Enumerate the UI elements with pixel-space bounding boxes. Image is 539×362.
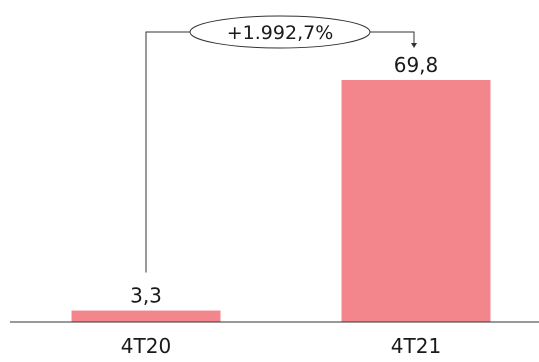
labels-layer: 3,3 4T20 69,8 4T21	[121, 53, 441, 358]
bars-layer	[71, 80, 491, 322]
annotation-arrow-head	[411, 43, 417, 48]
annotation-connector-right	[370, 31, 415, 44]
growth-percentage-label: +1.992,7%	[227, 22, 334, 44]
category-label-4t21: 4T21	[391, 334, 441, 358]
category-label-4t20: 4T20	[121, 334, 171, 358]
growth-annotation: +1.992,7%	[145, 15, 417, 273]
bar-4t20	[71, 310, 221, 322]
annotation-connector-left	[145, 31, 190, 273]
value-label-4t21: 69,8	[394, 53, 439, 77]
value-label-4t20: 3,3	[130, 284, 162, 308]
bar-4t21	[341, 80, 491, 322]
growth-badge-ellipse	[189, 15, 371, 49]
